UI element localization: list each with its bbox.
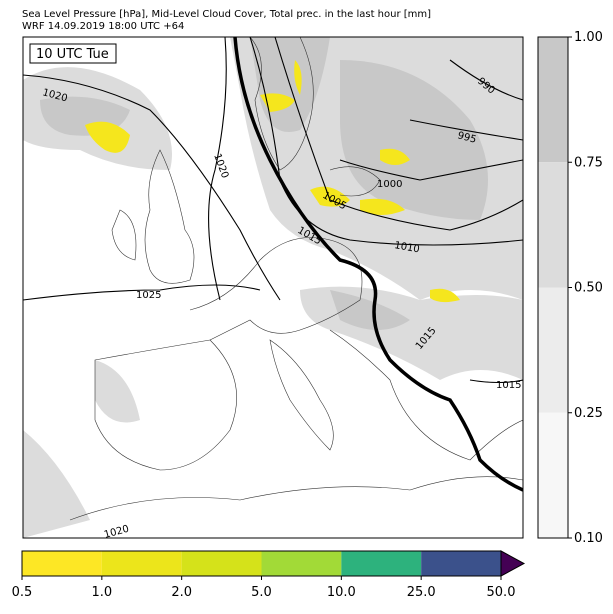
time-label: 10 UTC Tue: [36, 47, 109, 62]
colorbar-segment: [538, 162, 568, 288]
colorbar-segment: [538, 287, 568, 413]
contour-label: 1010: [393, 240, 420, 255]
colorbar-label: 25.0: [407, 585, 436, 600]
map: 10 UTC Tue 1020 1020 1025 1015 1010 1005…: [22, 36, 524, 539]
colorbar-label: 0.10: [574, 531, 603, 546]
colorbar-label: 1.00: [574, 30, 603, 45]
colorbar-segment: [538, 37, 568, 163]
map-frame: [22, 36, 524, 539]
colorbar-label: 0.50: [574, 281, 603, 296]
colorbar-segment: [101, 551, 182, 576]
isobars: [23, 37, 523, 384]
colorbar-label: 0.5: [12, 585, 33, 600]
contour-label: 995: [456, 130, 477, 146]
colorbar-label: 1.0: [91, 585, 112, 600]
time-box: [29, 43, 117, 64]
thick-isobar: [233, 37, 523, 492]
colorbar-segment: [22, 551, 102, 576]
title-line: Sea Level Pressure [hPa], Mid-Level Clou…: [22, 9, 431, 20]
colorbar-label: 10.0: [327, 585, 356, 600]
precip-colorbar: 0.5 1.0 2.0 5.0 10.0 25.0 50.0: [12, 550, 526, 600]
cloud-colorbar: 1.00 0.75 0.50 0.25 0.10: [537, 30, 603, 546]
contour-label: 1015: [496, 380, 521, 391]
colorbar-label: 2.0: [171, 585, 192, 600]
contour-label: 1025: [136, 290, 161, 301]
colorbar-segment: [261, 551, 342, 576]
colorbar-label: 50.0: [487, 585, 516, 600]
subtitle-line: WRF 14.09.2019 18:00 UTC +64: [22, 21, 184, 32]
colorbar-label: 0.25: [574, 406, 603, 421]
colorbar-segment: [421, 551, 501, 576]
colorbar-segment: [181, 551, 262, 576]
colorbar-segment: [538, 412, 568, 538]
colorbar-segment: [341, 551, 422, 576]
contour-label: 1000: [377, 179, 402, 190]
colorbar-extend: [500, 550, 526, 577]
colorbar-label: 0.75: [574, 155, 603, 170]
colorbar-label: 5.0: [251, 585, 272, 600]
coastlines: [69, 37, 523, 521]
